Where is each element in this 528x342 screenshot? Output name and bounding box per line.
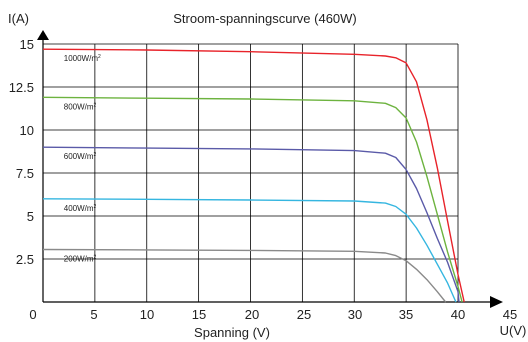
grid xyxy=(43,43,459,302)
y-tick-label: 2.5 xyxy=(16,252,34,267)
y-tick-label: 7.5 xyxy=(16,166,34,181)
y-tick-label: 12.5 xyxy=(9,80,34,95)
y-tick-label: 10 xyxy=(20,123,34,138)
series-line-0 xyxy=(42,48,465,303)
y-tick-label: 5 xyxy=(27,209,34,224)
series-label-1: 800W/m2 xyxy=(64,102,97,111)
series-label-superscript: 2 xyxy=(94,255,97,261)
series-line-1 xyxy=(42,96,463,303)
series-line-3 xyxy=(42,198,457,303)
series-label-text: 200W/m xyxy=(64,255,94,264)
x-axis-label: Spanning (V) xyxy=(194,325,270,340)
series-label-2: 600W/m2 xyxy=(64,152,97,161)
series-label-superscript: 2 xyxy=(94,152,97,158)
x-tick-label: 35 xyxy=(399,307,413,322)
x-tick-label: 5 xyxy=(90,307,97,322)
x-tick-label: 10 xyxy=(140,307,154,322)
x-tick-label: 15 xyxy=(192,307,206,322)
series-label-superscript: 2 xyxy=(94,204,97,210)
series-label-text: 800W/m xyxy=(64,102,94,111)
series-label-superscript: 2 xyxy=(98,54,101,60)
series-group xyxy=(42,48,465,303)
series-line-4 xyxy=(42,248,447,303)
series-label-3: 400W/m2 xyxy=(64,204,97,213)
x-axis-unit: U(V) xyxy=(500,323,527,338)
x-tick-label: 30 xyxy=(348,307,362,322)
y-axis-unit: I(A) xyxy=(8,11,29,26)
series-label-text: 1000W/m xyxy=(64,54,99,63)
series-label-text: 600W/m xyxy=(64,152,94,161)
x-tick-label: 0 xyxy=(29,307,36,322)
axes xyxy=(37,30,503,308)
x-tick-label: 45 xyxy=(503,307,517,322)
series-label-4: 200W/m2 xyxy=(64,255,97,264)
tick-labels: 0 5 10 15 20 25 30 35 40 45 2.5 5 7.5 10 12.5 15 xyxy=(9,37,518,322)
series-label-superscript: 2 xyxy=(94,102,97,108)
y-tick-label: 15 xyxy=(20,37,34,52)
series-label-0: 1000W/m2 xyxy=(64,54,101,63)
y-axis-arrow xyxy=(37,30,49,40)
x-axis-arrow xyxy=(490,296,503,308)
series-line-2 xyxy=(42,146,460,303)
x-tick-label: 40 xyxy=(451,307,465,322)
series-label-text: 400W/m xyxy=(64,204,94,213)
chart-title: Stroom-spanningscurve (460W) xyxy=(173,11,357,26)
x-tick-label: 25 xyxy=(297,307,311,322)
x-tick-label: 20 xyxy=(245,307,259,322)
